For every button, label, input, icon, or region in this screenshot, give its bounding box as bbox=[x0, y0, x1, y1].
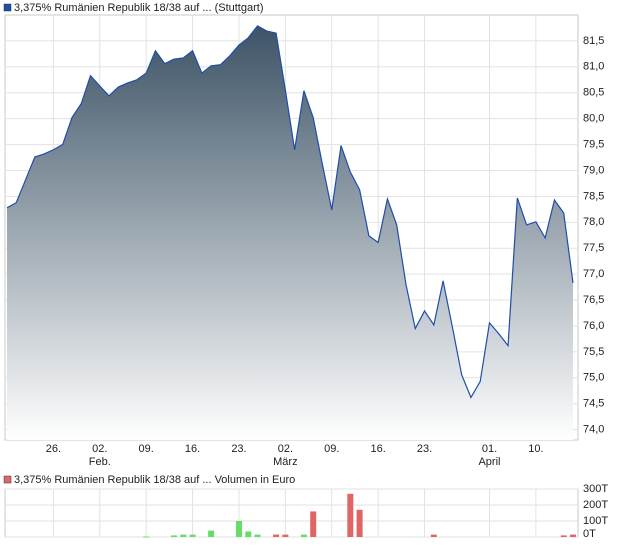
y-tick-label: 80,5 bbox=[583, 87, 604, 99]
x-tick-label: 09. bbox=[139, 443, 154, 455]
bar bbox=[570, 534, 576, 537]
bar bbox=[254, 534, 261, 537]
y-tick-label: 79,5 bbox=[583, 138, 604, 150]
bar bbox=[430, 534, 437, 537]
bar bbox=[347, 493, 354, 537]
bar bbox=[282, 534, 289, 537]
line bbox=[6, 25, 574, 399]
month-label: Feb. bbox=[89, 456, 111, 468]
bar bbox=[235, 521, 242, 537]
bar bbox=[180, 534, 187, 537]
x-tick-label: 09. bbox=[324, 443, 339, 455]
x-tick-label: 16. bbox=[185, 443, 200, 455]
x-tick-label: 23. bbox=[417, 443, 432, 455]
month-label: März bbox=[273, 456, 297, 468]
bar bbox=[189, 534, 196, 537]
y-tick-label: 75,5 bbox=[583, 346, 604, 358]
y-tick-label: 81,0 bbox=[583, 61, 604, 73]
y-tick-label: 78,0 bbox=[583, 216, 604, 228]
y-tick-label: 76,0 bbox=[583, 320, 604, 332]
x-tick-label: 02. bbox=[278, 443, 293, 455]
volume-legend: 3,375% Rumänien Republik 18/38 auf ... V… bbox=[14, 474, 295, 486]
bar bbox=[273, 534, 280, 537]
y-tick-label: 74,5 bbox=[583, 398, 604, 410]
bar bbox=[356, 509, 363, 537]
area bbox=[7, 25, 573, 440]
bar bbox=[310, 511, 317, 537]
x-tick-label: 01. bbox=[482, 443, 497, 455]
y-tick-label: 79,0 bbox=[583, 164, 604, 176]
y-tick-label: 0T bbox=[583, 528, 596, 540]
x-tick-label: 02. bbox=[92, 443, 107, 455]
x-tick-label: 26. bbox=[46, 443, 61, 455]
y-tick-label: 78,5 bbox=[583, 190, 604, 202]
x-tick-label: 16. bbox=[370, 443, 385, 455]
legend-swatch bbox=[3, 475, 12, 484]
bar bbox=[171, 535, 178, 537]
month-label: April bbox=[478, 456, 500, 468]
bar bbox=[560, 535, 567, 537]
y-tick-label: 80,0 bbox=[583, 113, 604, 125]
y-tick-label: 77,5 bbox=[583, 242, 604, 254]
bar bbox=[300, 534, 307, 537]
legend-swatch bbox=[3, 3, 12, 12]
y-tick-label: 100T bbox=[583, 515, 608, 527]
y-tick-label: 300T bbox=[583, 483, 608, 495]
y-tick-label: 76,5 bbox=[583, 294, 604, 306]
x-tick-label: 23. bbox=[231, 443, 246, 455]
volume-frame bbox=[4, 488, 579, 538]
y-tick-label: 77,0 bbox=[583, 268, 604, 280]
bar bbox=[143, 536, 150, 538]
y-tick-label: 81,5 bbox=[583, 35, 604, 47]
price-legend: 3,375% Rumänien Republik 18/38 auf ... (… bbox=[14, 2, 263, 14]
y-tick-label: 74,0 bbox=[583, 424, 604, 436]
bar bbox=[208, 530, 215, 537]
bar bbox=[245, 531, 252, 537]
y-tick-label: 75,0 bbox=[583, 372, 604, 384]
y-tick-label: 200T bbox=[583, 499, 608, 511]
x-tick-label: 10. bbox=[528, 443, 543, 455]
